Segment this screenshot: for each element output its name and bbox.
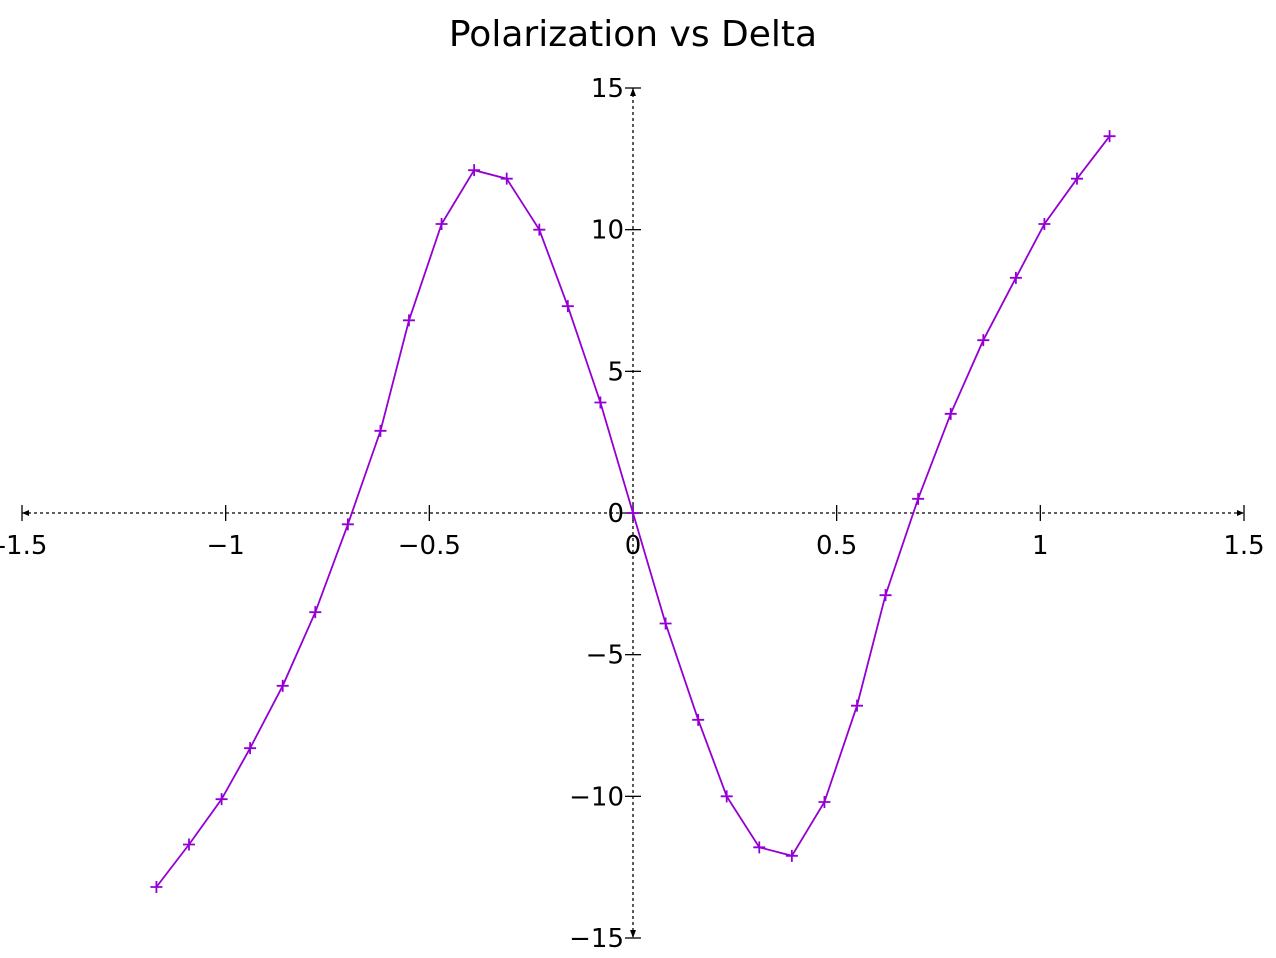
y-tick-label: 15: [591, 74, 624, 104]
y-tick-label: −15: [569, 924, 624, 954]
data-point-marker: [1070, 172, 1083, 185]
y-tick-label: 5: [607, 357, 624, 387]
data-point-marker: [944, 407, 957, 420]
x-axis-arrow-right: [1237, 510, 1244, 516]
x-axis-arrow-left: [22, 510, 29, 516]
x-tick-label: 0.5: [816, 531, 857, 561]
data-point-marker: [1038, 218, 1051, 230]
data-point-marker: [1103, 130, 1116, 143]
axes: -1.5 −1 −0.5 0 0.5 1 1.5 15 10 5 0 −5 −10 −15: [0, 74, 1265, 954]
data-point-marker: [627, 507, 639, 519]
data-point-marker: [561, 300, 574, 313]
data-point-marker: [1009, 271, 1022, 284]
y-axis-arrow-top: [630, 88, 636, 96]
y-tick-label: 0: [607, 499, 624, 529]
data-point-marker: [500, 172, 513, 185]
x-tick-label: 0: [625, 531, 642, 561]
data-point-marker: [374, 424, 387, 437]
data-point-marker: [533, 223, 546, 236]
data-point-marker: [341, 518, 354, 531]
data-point-marker: [150, 881, 163, 893]
data-point-marker: [276, 679, 289, 692]
x-tick-label: −0.5: [398, 531, 461, 561]
data-point-marker: [468, 164, 481, 177]
data-point-marker: [753, 841, 766, 854]
data-point-marker: [244, 742, 257, 755]
data-point-marker: [309, 606, 322, 619]
data-point-marker: [659, 617, 672, 630]
x-tick-label: 1: [1032, 531, 1049, 561]
data-point-marker: [977, 334, 990, 347]
data-point-marker: [851, 699, 864, 712]
data-point-marker: [183, 838, 196, 851]
chart-title: Polarization vs Delta: [449, 14, 817, 55]
x-tick-label: 1.5: [1223, 531, 1264, 561]
y-axis-arrow-bottom: [630, 930, 636, 938]
x-tick-label: -1.5: [0, 531, 47, 561]
data-point-marker: [785, 849, 798, 862]
y-tick-label: −5: [586, 641, 624, 671]
data-point-marker: [594, 396, 607, 409]
data-point-marker: [879, 589, 892, 602]
series-layer: [150, 130, 1116, 893]
data-point-marker: [720, 790, 733, 803]
x-tick-label: −1: [207, 531, 245, 561]
data-point-marker: [912, 492, 925, 505]
y-tick-label: 10: [591, 216, 624, 246]
data-point-marker: [215, 793, 228, 806]
data-point-marker: [692, 713, 705, 726]
y-tick-label: −10: [569, 782, 624, 812]
data-point-marker: [402, 314, 415, 327]
data-point-marker: [818, 796, 831, 808]
data-point-marker: [435, 218, 448, 230]
